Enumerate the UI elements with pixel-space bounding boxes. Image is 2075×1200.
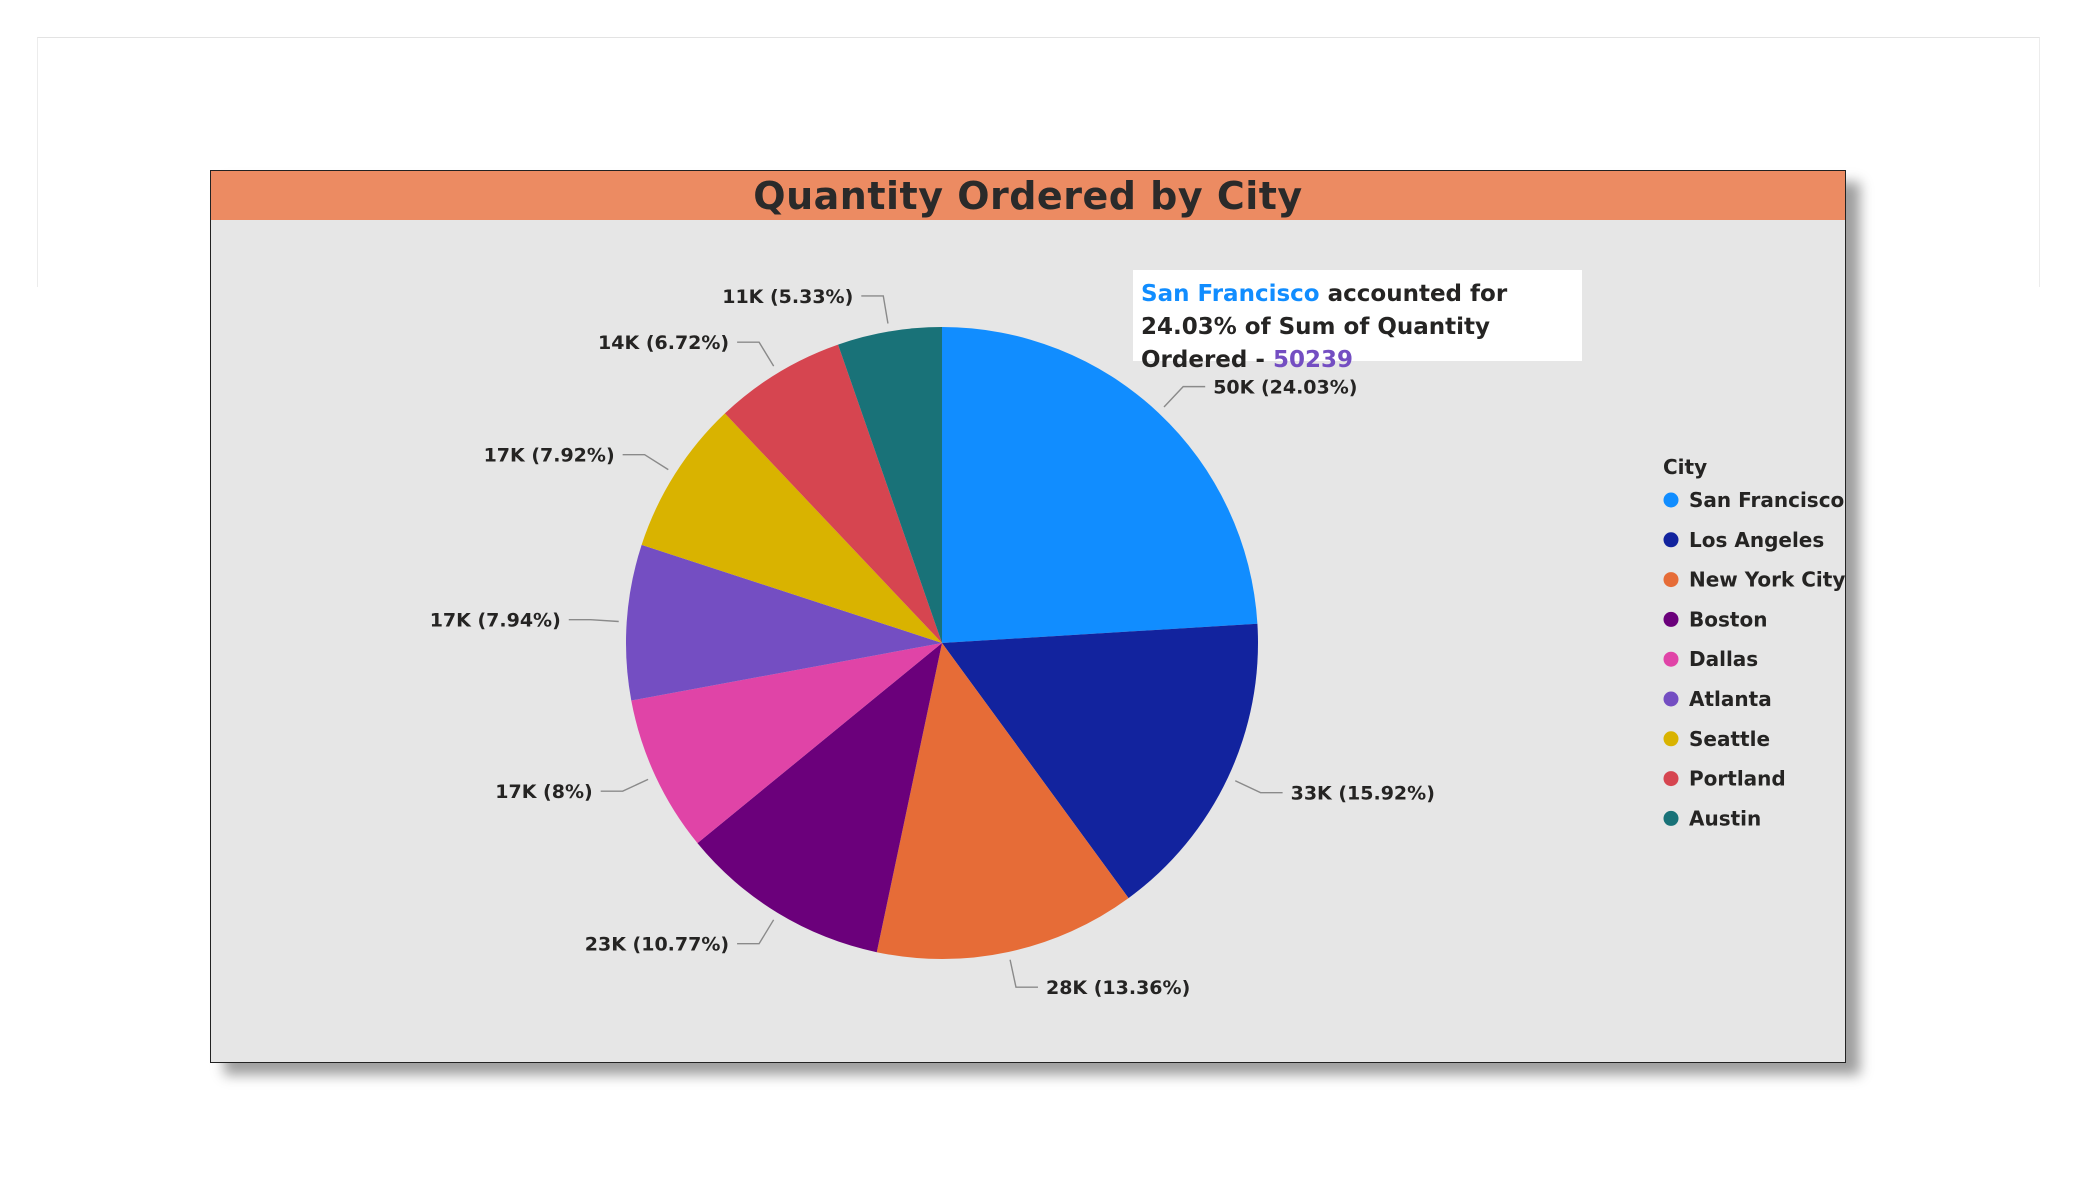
legend-marker-seattle[interactable] bbox=[1663, 731, 1679, 747]
tooltip-value: 50239 bbox=[1272, 347, 1353, 373]
legend-label-new-york-city[interactable]: New York City bbox=[1689, 568, 1845, 592]
data-label-portland: 14K (6.72%) bbox=[598, 332, 729, 354]
leader-line-seattle bbox=[622, 453, 669, 471]
legend-marker-los-angeles[interactable] bbox=[1663, 532, 1679, 548]
legend-label-dallas[interactable]: Dallas bbox=[1689, 647, 1758, 671]
legend-title: City bbox=[1663, 455, 1707, 479]
pie-slice-new-york-city[interactable] bbox=[876, 643, 1129, 960]
legend-label-austin[interactable]: Austin bbox=[1689, 806, 1761, 830]
pie-slice-boston[interactable] bbox=[697, 643, 942, 953]
legend-marker-boston[interactable] bbox=[1663, 611, 1679, 627]
data-labels: 50K (24.03%) 33K (15.92%) 28K (13.36%) 23K … bbox=[430, 286, 1435, 999]
data-label-los-angeles: 33K (15.92%) bbox=[1291, 783, 1435, 805]
leader-line-boston bbox=[737, 919, 775, 945]
data-label-new-york-city: 28K (13.36%) bbox=[1046, 977, 1190, 999]
legend-label-seattle[interactable]: Seattle bbox=[1689, 727, 1770, 751]
leader-line-dallas bbox=[600, 778, 649, 792]
legend-label-boston[interactable]: Boston bbox=[1689, 607, 1767, 631]
legend-marker-san-francisco[interactable] bbox=[1663, 492, 1679, 508]
chart-title: Quantity Ordered by City bbox=[753, 173, 1303, 218]
leader-line-new-york-city bbox=[1009, 959, 1038, 988]
data-label-boston: 23K (10.77%) bbox=[585, 934, 729, 956]
leader-line-atlanta bbox=[568, 618, 619, 623]
legend-marker-portland[interactable] bbox=[1663, 771, 1679, 787]
pie-slice-austin[interactable] bbox=[838, 327, 942, 643]
data-label-atlanta: 17K (7.94%) bbox=[430, 610, 561, 632]
data-label-seattle: 17K (7.92%) bbox=[484, 445, 615, 467]
legend-marker-dallas[interactable] bbox=[1663, 651, 1679, 667]
legend-label-atlanta[interactable]: Atlanta bbox=[1689, 687, 1772, 711]
pie-slice-portland[interactable] bbox=[724, 344, 942, 643]
legend-marker-austin[interactable] bbox=[1663, 810, 1679, 826]
legend-label-los-angeles[interactable]: Los Angeles bbox=[1689, 528, 1824, 552]
leader-lines bbox=[568, 295, 1283, 988]
page-frame bbox=[37, 37, 2040, 287]
leader-line-austin bbox=[861, 295, 889, 324]
pie-slice-dallas[interactable] bbox=[631, 643, 942, 844]
legend-marker-new-york-city[interactable] bbox=[1663, 572, 1679, 588]
tooltip-text: accounted for 24.03% of Sum of Quantity … bbox=[1141, 281, 1508, 373]
chart-tooltip: San Francisco accounted for 24.03% of Su… bbox=[1133, 270, 1582, 373]
pie-slice-san-francisco[interactable] bbox=[942, 327, 1258, 643]
legend-label-san-francisco[interactable]: San Francisco bbox=[1689, 488, 1844, 512]
data-label-san-francisco: 50K (24.03%) bbox=[1213, 377, 1357, 399]
legend-label-portland[interactable]: Portland bbox=[1689, 767, 1786, 791]
pie-slices bbox=[626, 327, 1258, 960]
pie-slice-seattle[interactable] bbox=[641, 413, 942, 643]
data-label-dallas: 17K (8%) bbox=[495, 781, 592, 803]
legend-marker-atlanta[interactable] bbox=[1663, 691, 1679, 707]
legend: City San Francisco Los Angeles New York Ci… bbox=[1663, 455, 1845, 830]
pie-slice-atlanta[interactable] bbox=[626, 544, 942, 701]
pie-slice-los-angeles[interactable] bbox=[942, 623, 1258, 899]
tooltip-city: San Francisco bbox=[1141, 281, 1320, 307]
leader-line-portland bbox=[737, 341, 775, 367]
data-label-austin: 11K (5.33%) bbox=[722, 286, 853, 308]
leader-line-san-francisco bbox=[1163, 385, 1206, 408]
chart-title-bar: Quantity Ordered by City bbox=[211, 171, 1845, 220]
leader-line-los-angeles bbox=[1234, 780, 1283, 794]
